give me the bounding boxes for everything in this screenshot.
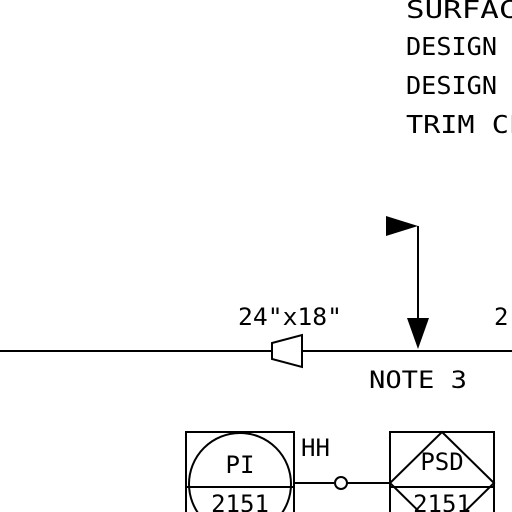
notes-block: SURFACE DESIGN DESIGN TRIM CL <box>406 0 512 139</box>
note-line-1: SURFACE <box>406 0 512 24</box>
pipe-size-label: 24"x18" <box>238 303 342 331</box>
pi-bubble-icon <box>188 432 292 512</box>
pi-tag-type: PI <box>226 451 255 479</box>
signal-connection <box>294 476 390 490</box>
note-line-2: DESIGN <box>406 32 497 61</box>
instrument-pi: PI 2151 <box>185 431 295 512</box>
psd-tag-number: 2151 <box>413 490 471 512</box>
arrowhead-down-icon <box>407 318 429 349</box>
flag-icon <box>386 216 418 236</box>
pipe-right-label: 2 <box>494 303 508 331</box>
reducer-icon <box>271 333 303 369</box>
psd-diamond-icon <box>388 430 496 512</box>
hh-label: HH <box>301 434 330 462</box>
flow-flag-arrow <box>386 216 429 349</box>
note-line-3: DESIGN <box>406 71 497 100</box>
pi-tag-number: 2151 <box>211 490 269 512</box>
junction-circle-icon <box>334 476 348 490</box>
note-line-4: TRIM CL <box>406 110 512 139</box>
psd-tag-type: PSD <box>420 448 463 476</box>
note-3-label: NOTE 3 <box>369 366 467 394</box>
instrument-psd: PSD 2151 <box>388 430 496 512</box>
